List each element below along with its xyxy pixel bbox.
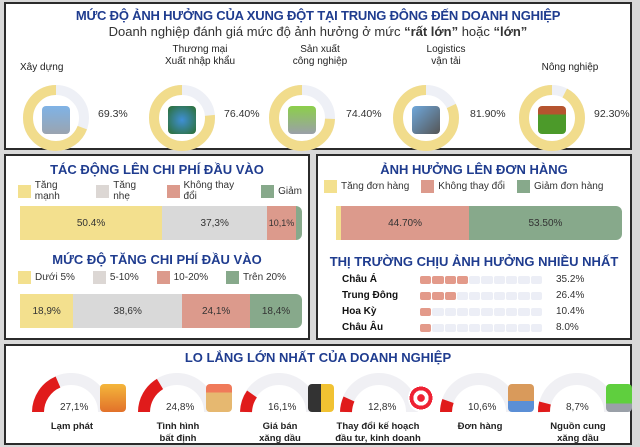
donut-ring [519,85,585,151]
worries-title: LO LẮNG LỚN NHẤT CỦA DOANH NGHIỆP [184,350,452,365]
sector-value: 76.40% [224,108,260,120]
cost-level-title: MỨC ĐỘ TĂNG CHI PHÍ ĐẦU VÀO [52,252,262,267]
worries-panel: LO LẮNG LỚN NHẤT CỦA DOANH NGHIỆP 27,1% … [4,344,632,445]
bar-segment: 10,1% [267,206,296,240]
markets-title: THỊ TRƯỜNG CHỊU ẢNH HƯỞNG NHIỀU NHẤT [329,254,619,269]
legend-swatch-green [261,184,275,198]
farm-icon [538,106,566,134]
bar-segment: 50.4% [20,206,163,240]
sector-trade: Thương mại Xuất nhập khẩu 76.40% [140,44,260,151]
bar-segment [336,206,342,240]
sector-value: 92.30% [594,108,630,120]
legend-swatch-salmon [156,271,170,284]
sector-logistics: Logistics vận tải 81.90% [386,44,506,151]
package-icon [508,384,534,412]
worry-item: 27,1% Lạm phát [24,366,128,446]
truck-icon-bar [420,276,542,286]
worry-item: 10,6% Đơn hàng [432,366,536,446]
legend-swatch-grey [92,271,106,284]
sector-industry: Sản xuất công nghiệp 74.40% [260,44,382,151]
cost-level-stacked-bar: 18,9% 38,6% 24,1% 18,4% [20,294,302,328]
input-cost-title: TÁC ĐỘNG LÊN CHI PHÍ ĐẦU VÀO [50,162,264,177]
logistics-icon [412,106,440,134]
sector-label: Nông nghiệp [541,62,599,73]
globe-trade-icon [168,106,196,134]
bar-segment: 38,6% [73,294,183,328]
donut-ring [269,85,335,151]
worry-item: 16,1% Giá bán xăng dầu [232,366,336,446]
bar-segment: 53.50% [468,206,622,240]
bar-segment: 18,9% [20,294,74,328]
bar-segment: 18,4% [250,294,302,328]
orders-title: ẢNH HƯỞNG LÊN ĐƠN HÀNG [380,162,568,177]
donut-ring [149,85,215,151]
bar-segment: 44.70% [341,206,469,240]
orders-stacked-bar: 44.70% 53.50% [336,206,622,240]
legend-swatch-salmon [166,184,180,198]
worry-item: 24,8% Tình hình bất định [130,366,234,446]
bar-segment: 37,3% [162,206,268,240]
sector-label: công nghiệp [292,56,348,67]
legend-swatch-yellow [18,271,31,284]
input-cost-legend: Tăng mạnh Tăng nhẹ Không thay đổi Giảm [6,180,308,202]
legend-swatch-yellow [18,184,31,198]
input-cost-panel: TÁC ĐỘNG LÊN CHI PHÍ ĐẦU VÀO Tăng mạnh T… [4,154,310,340]
page-title: MỨC ĐỘ ẢNH HƯỞNG CỦA XUNG ĐỘT TẠI TRUNG … [75,8,561,23]
orders-legend: Tăng đơn hàng Không thay đổi Giảm đơn hà… [318,180,630,193]
truck-icon-bar [420,324,542,334]
legend-swatch-yellow [324,180,337,193]
target-icon [408,384,434,412]
donut-ring [393,85,459,151]
orders-markets-panel: ẢNH HƯỞNG LÊN ĐƠN HÀNG Tăng đơn hàng Khô… [316,154,632,340]
oil-barrel-icon [308,384,334,412]
donut-ring [23,85,89,151]
sector-label: Xây dựng [20,62,64,73]
sector-value: 81.90% [470,108,506,120]
worry-item: 8,7% Nguồn cung xăng dầu [530,366,634,446]
sector-value: 74.40% [346,108,382,120]
construction-icon [42,106,70,134]
legend-swatch-green [517,180,530,193]
impact-by-sector-panel: MỨC ĐỘ ẢNH HƯỞNG CỦA XUNG ĐỘT TẠI TRUNG … [4,2,632,151]
worry-item: 12,8% Thay đổi kế hoạch đầu tư, kinh doa… [332,366,436,446]
sector-label: vận tải [431,56,461,67]
legend-swatch-grey [96,184,110,198]
legend-swatch-salmon [421,180,435,193]
cost-level-legend: Dưới 5% 5-10% 10-20% Trên 20% [6,271,308,284]
money-bag-icon [100,384,126,412]
input-cost-stacked-bar: 50.4% 37,3% 10,1% [20,206,302,240]
fuel-tank-icon [606,384,632,412]
sector-value: 69.3% [98,108,128,120]
bar-segment [295,206,302,240]
legend-swatch-green [225,271,239,284]
truck-icon-bar [420,308,542,318]
factory-icon [288,106,316,134]
question-box-icon [206,384,232,412]
truck-icon-bar [420,292,542,302]
sector-construction: Xây dựng 69.3% [20,44,140,151]
page-subtitle: Doanh nghiệp đánh giá mức độ ảnh hưởng ở… [108,24,528,39]
sector-agriculture: Nông nghiệp 92.30% [510,44,630,151]
bar-segment: 24,1% [182,294,251,328]
sector-label: Xuất nhập khẩu [164,56,236,67]
